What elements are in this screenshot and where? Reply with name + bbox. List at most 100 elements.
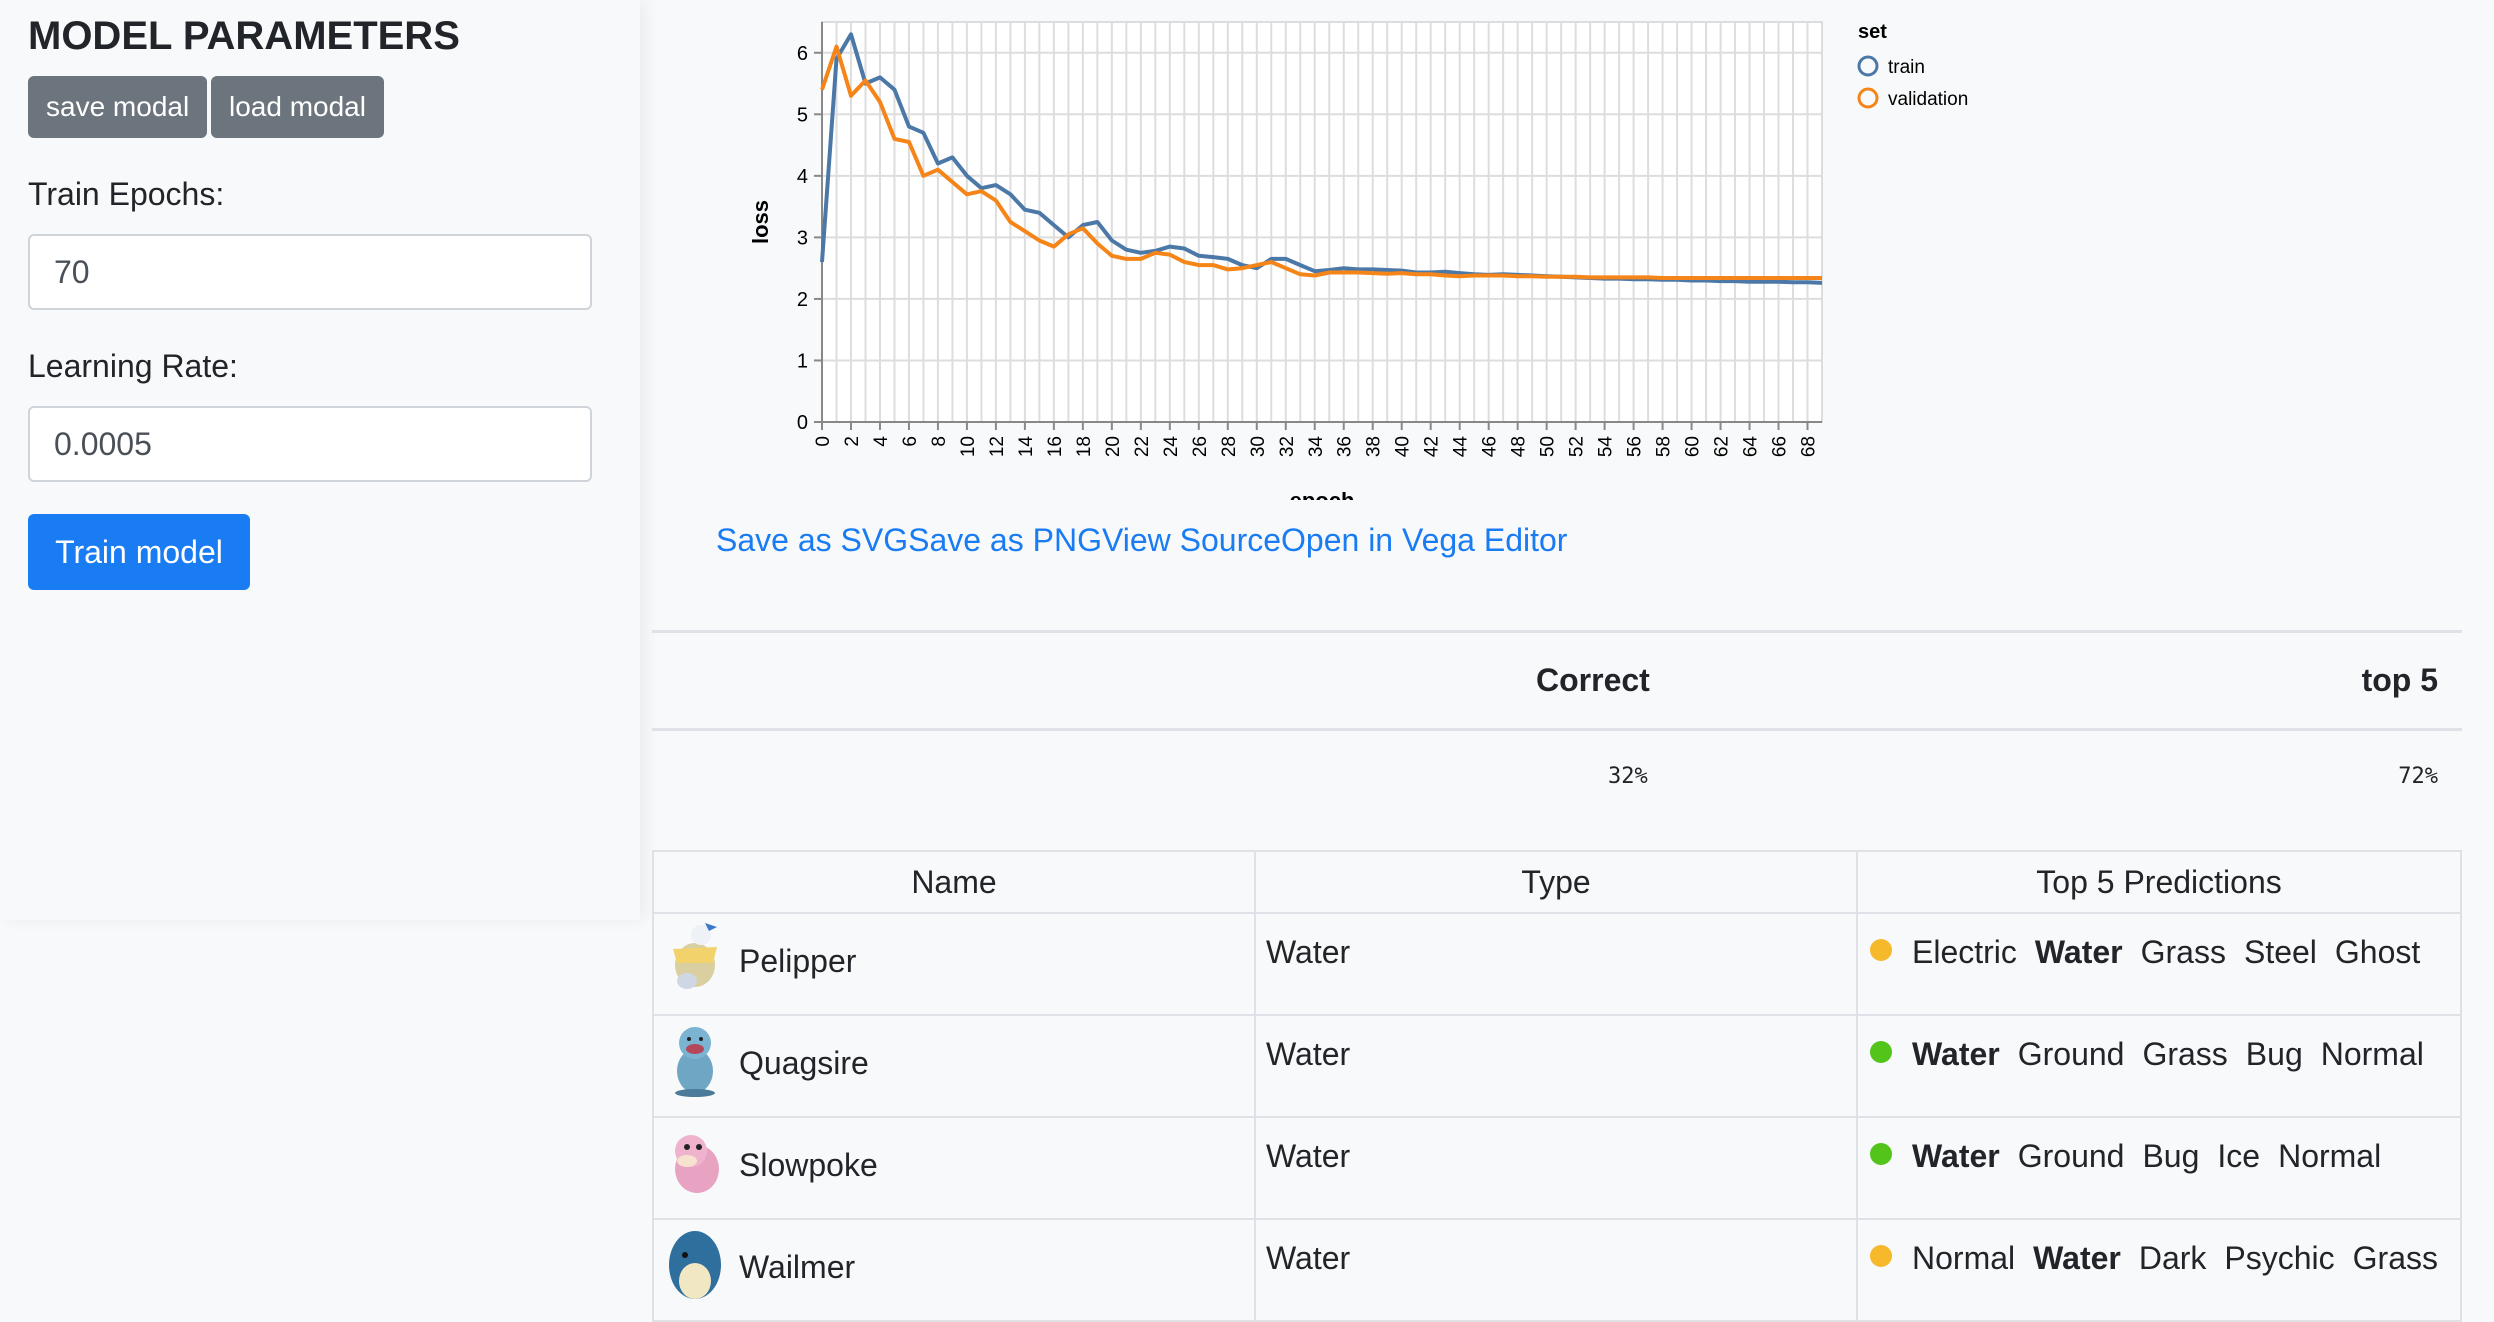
- prediction-label: Water: [1912, 1036, 2000, 1072]
- x-tick-label: 42: [1422, 436, 1443, 457]
- type-cell: Water: [1254, 1014, 1858, 1118]
- y-axis-title: loss: [748, 200, 773, 244]
- slowpoke-icon: [665, 1123, 739, 1207]
- x-tick-label: 60: [1683, 436, 1704, 457]
- x-axis-title: epoch: [1290, 488, 1355, 500]
- prediction-label: Bug: [2245, 1036, 2303, 1072]
- x-tick-label: 36: [1335, 436, 1356, 457]
- predictions-cell: Normal Water Dark Psychic Grass: [1856, 1218, 2462, 1322]
- pokemon-name: Pelipper: [739, 942, 857, 979]
- x-tick-label: 64: [1741, 436, 1762, 458]
- prediction-label: Grass: [2352, 1240, 2438, 1276]
- save-svg-link[interactable]: Save as SVG: [716, 522, 909, 558]
- table-header-row: Name Type Top 5 Predictions: [652, 850, 2462, 914]
- correct-header: Correct: [1536, 662, 1650, 698]
- x-tick-label: 28: [1219, 436, 1240, 457]
- train-model-button[interactable]: Train model: [28, 514, 250, 590]
- prediction-label: Bug: [2142, 1138, 2200, 1174]
- name-cell: Quagsire: [652, 1014, 1256, 1118]
- x-tick-label: 14: [1016, 436, 1037, 458]
- quagsire-icon: [665, 1021, 739, 1105]
- x-tick-label: 62: [1712, 436, 1733, 457]
- prediction-label: Ground: [2017, 1036, 2125, 1072]
- x-tick-label: 4: [871, 436, 892, 447]
- wailmer-icon: [665, 1225, 739, 1309]
- y-tick-label: 2: [797, 289, 808, 311]
- prediction-label: Steel: [2243, 934, 2317, 970]
- prediction-label: Water: [1912, 1138, 2000, 1174]
- chart-actions: Save as SVGSave as PNGView SourceOpen in…: [716, 522, 1567, 559]
- x-tick-label: 58: [1654, 436, 1675, 457]
- learning-rate-input[interactable]: [28, 406, 592, 482]
- train-epochs-label: Train Epochs:: [28, 176, 225, 212]
- status-dot: [1870, 939, 1892, 961]
- type-column-header: Type: [1254, 850, 1858, 914]
- x-tick-label: 52: [1567, 436, 1588, 457]
- x-tick-label: 16: [1045, 436, 1066, 457]
- legend-label: train: [1888, 57, 1925, 78]
- name-cell: Wailmer: [652, 1218, 1256, 1322]
- x-tick-label: 12: [987, 436, 1008, 457]
- prediction-label: Normal: [2320, 1036, 2424, 1072]
- x-tick-label: 10: [958, 436, 979, 457]
- table-row: Pelipper Water Electric Water Grass Steel Ghos…: [652, 912, 2462, 1016]
- x-tick-label: 24: [1161, 436, 1182, 458]
- predictions-cell: Electric Water Grass Steel Ghost: [1856, 912, 2462, 1016]
- x-tick-label: 6: [900, 436, 921, 447]
- open-vega-editor-link[interactable]: Open in Vega Editor: [1281, 522, 1568, 558]
- y-tick-label: 0: [797, 412, 808, 434]
- x-tick-label: 22: [1132, 436, 1153, 457]
- train-epochs-input[interactable]: [28, 234, 592, 310]
- divider: [652, 728, 2462, 731]
- correct-value: 32%: [1608, 764, 1648, 789]
- table-row: Slowpoke Water Water Ground Bug Ice Normal: [652, 1116, 2462, 1220]
- y-tick-label: 4: [797, 166, 808, 188]
- top5-value: 72%: [2398, 764, 2438, 789]
- legend-label: validation: [1888, 89, 1968, 110]
- predictions-cell: Water Ground Bug Ice Normal: [1856, 1116, 2462, 1220]
- prediction-label: Dark: [2138, 1240, 2207, 1276]
- top5-header: top 5: [2361, 662, 2438, 698]
- x-tick-label: 38: [1364, 436, 1385, 457]
- predictions-cell: Water Ground Grass Bug Normal: [1856, 1014, 2462, 1118]
- x-tick-label: 8: [929, 436, 950, 447]
- prediction-label: Psychic: [2224, 1240, 2335, 1276]
- model-parameters-panel: MODEL PARAMETERS save modal load modal T…: [0, 0, 640, 920]
- predictions-table: Name Type Top 5 Predictions Pelipper Wate…: [652, 850, 2462, 1322]
- load-model-button[interactable]: load modal: [211, 76, 384, 138]
- prediction-label: Ice: [2217, 1138, 2261, 1174]
- prediction-label: Grass: [2142, 1036, 2228, 1072]
- predictions-column-header: Top 5 Predictions: [1856, 850, 2462, 914]
- view-source-link[interactable]: View Source: [1101, 522, 1282, 558]
- x-tick-label: 54: [1596, 436, 1617, 458]
- status-dot: [1870, 1041, 1892, 1063]
- prediction-label: Normal: [2278, 1138, 2382, 1174]
- pokemon-name: Slowpoke: [739, 1146, 878, 1183]
- x-tick-label: 66: [1770, 436, 1791, 457]
- prediction-label: Ground: [2017, 1138, 2125, 1174]
- x-tick-label: 34: [1306, 436, 1327, 458]
- name-cell: Pelipper: [652, 912, 1256, 1016]
- legend-symbol: [1857, 87, 1879, 109]
- type-cell: Water: [1254, 1116, 1858, 1220]
- x-tick-label: 46: [1480, 436, 1501, 457]
- y-tick-label: 5: [797, 104, 808, 126]
- status-dot: [1870, 1245, 1892, 1267]
- plot-area: [821, 21, 1823, 423]
- name-column-header: Name: [652, 850, 1256, 914]
- save-png-link[interactable]: Save as PNG: [908, 522, 1102, 558]
- pokemon-name: Quagsire: [739, 1044, 869, 1081]
- prediction-label: Grass: [2140, 934, 2226, 970]
- divider: [652, 630, 2462, 633]
- prediction-label: Water: [2033, 1240, 2121, 1276]
- x-tick-label: 56: [1625, 436, 1646, 457]
- save-model-button[interactable]: save modal: [28, 76, 208, 138]
- learning-rate-label: Learning Rate:: [28, 348, 238, 384]
- legend-symbol: [1857, 55, 1879, 77]
- type-cell: Water: [1254, 912, 1858, 1016]
- x-tick-label: 40: [1393, 436, 1414, 457]
- x-tick-label: 18: [1074, 436, 1095, 457]
- x-tick-label: 20: [1103, 436, 1124, 457]
- status-dot: [1870, 1143, 1892, 1165]
